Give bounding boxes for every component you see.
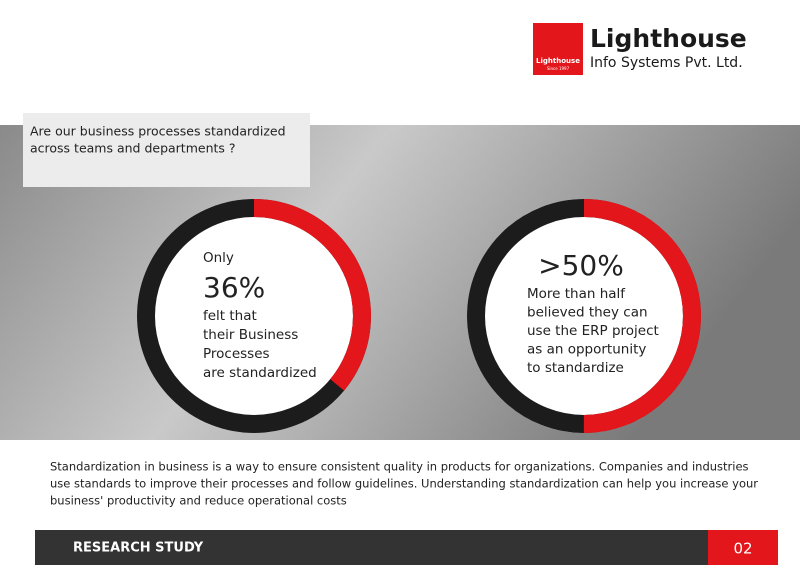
paragraph-line: business' productivity and reduce operat…	[50, 494, 347, 508]
paragraph-line: Standardization in business is a way to …	[50, 460, 749, 474]
question-line: across teams and departments ?	[30, 141, 236, 156]
donut-arc	[137, 199, 371, 433]
logo-subtitle: Info Systems Pvt. Ltd.	[590, 55, 743, 71]
donut-face	[137, 199, 371, 433]
question-box	[23, 113, 310, 187]
stat-line: felt that	[203, 308, 257, 324]
donut-face	[467, 199, 701, 433]
stat-line: use the ERP project	[527, 323, 659, 339]
logo-badge-text: Lighthouse	[536, 57, 580, 65]
footer-bar	[35, 530, 778, 565]
footer-page-box	[708, 530, 778, 565]
stat-line: as an opportunity	[527, 342, 646, 358]
stat-line: More than half	[527, 286, 626, 302]
stat-line: are standardized	[203, 365, 317, 381]
stat-line: Processes	[203, 346, 270, 362]
stat-line: to standardize	[527, 360, 624, 376]
logo-since: Since 1997	[547, 66, 570, 71]
donut-arc	[467, 199, 701, 433]
logo-name: Lighthouse	[590, 24, 747, 53]
paragraph-line: use standards to improve their processes…	[50, 477, 758, 491]
footer-page: 02	[733, 540, 752, 558]
stat-value: >50%	[538, 249, 624, 282]
stat-line: their Business	[203, 327, 298, 343]
stat-value: 36%	[203, 271, 265, 304]
question-line: Are our business processes standardized	[30, 124, 286, 139]
footer-label: RESEARCH STUDY	[73, 541, 204, 556]
stat-intro: Only	[203, 250, 234, 266]
logo-badge	[533, 23, 583, 75]
stat-line: believed they can	[527, 305, 648, 321]
